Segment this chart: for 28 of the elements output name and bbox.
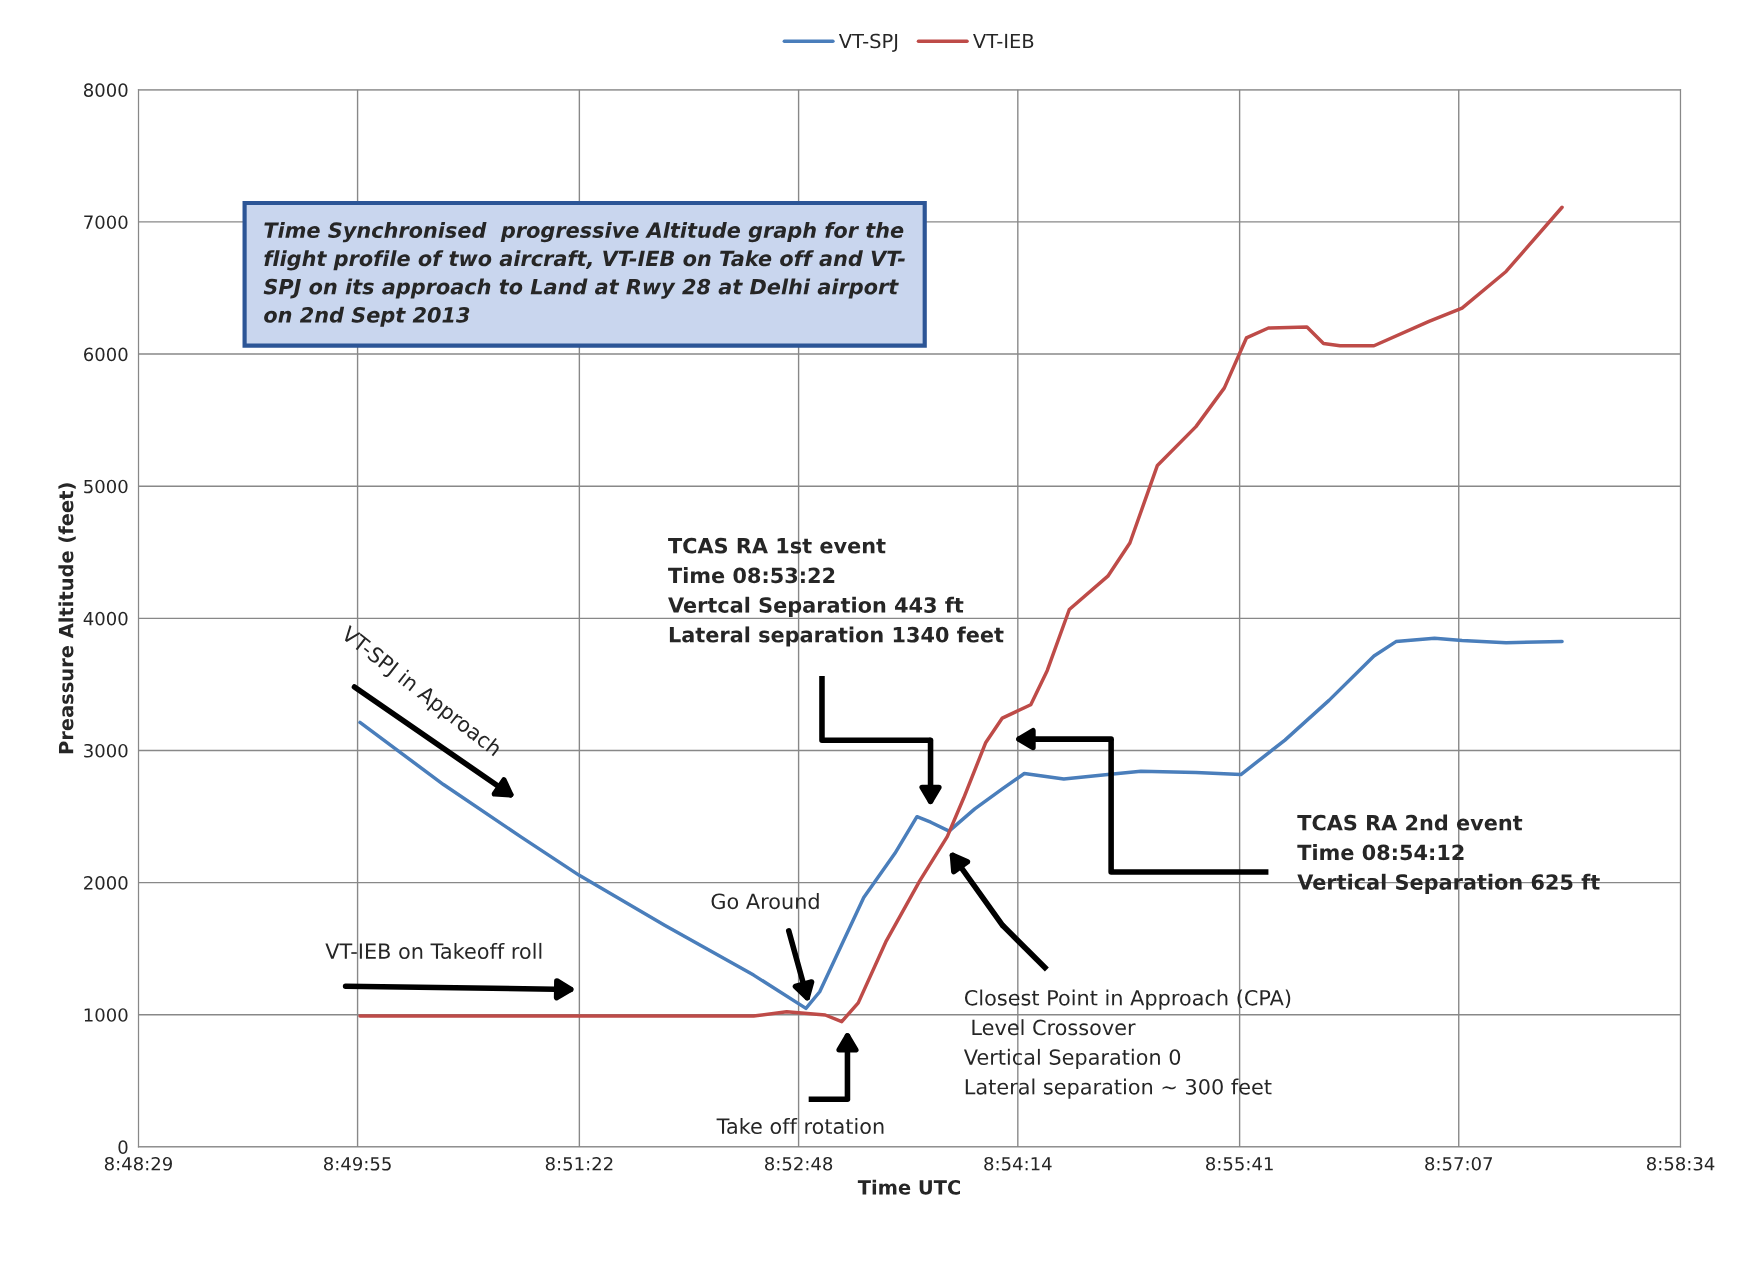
x-tick-label: 8:58:34 <box>1646 1156 1715 1171</box>
y-tick-label: 7000 <box>84 215 128 230</box>
x-tick-label: 8:49:55 <box>324 1156 391 1171</box>
y-tick-label: 6000 <box>84 347 128 362</box>
x-tick-label: 8:48:29 <box>104 1156 172 1171</box>
annotation: Go Around <box>711 893 819 910</box>
annotation: Take off rotation <box>716 1117 884 1135</box>
legend-label: VT-IEB <box>973 33 1034 49</box>
x-tick-label: 8:54:14 <box>984 1156 1052 1171</box>
annotation: TCAS RA 2nd event Time 08:54:12 Vertical Separation 625 ft <box>1297 814 1600 894</box>
y-tick-label: 2000 <box>84 876 128 890</box>
x-tick-label: 8:57:07 <box>1425 1156 1493 1171</box>
y-axis-title: Preassure Altitude (feet) <box>58 483 76 754</box>
x-tick-label: 8:55:41 <box>1206 1156 1273 1171</box>
y-tick-label: 0 <box>118 1140 128 1154</box>
text: Time Synchronised progressive Altitude graph for the flight profile of two aircraft, VT-IEB on Take off and VT- SPJ on its approach to Land at Rwy 28 at Delhi airport on 2nd Sept 2013 <box>263 221 905 327</box>
y-tick-label: 1000 <box>84 1008 128 1022</box>
y-tick-label: 3000 <box>84 743 128 758</box>
y-tick-label: 4000 <box>83 611 128 626</box>
y-tick-label: 8000 <box>83 83 128 97</box>
annotation: TCAS RA 1st event Time 08:53:22 Vertcal Separation 443 ft Lateral separation 1340 feet <box>668 537 1004 647</box>
annotation: Closest Point in Approach (CPA) Level Crossover Vertical Separation 0 Lateral separation ~ 300 feet <box>963 989 1291 1099</box>
x-tick-label: 8:51:22 <box>545 1156 613 1171</box>
annotation: VT-IEB on Takeoff roll <box>325 942 542 960</box>
x-axis-title: Time UTC <box>857 1179 960 1195</box>
x-tick-label: 8:52:48 <box>765 1156 833 1171</box>
legend-label: VT-SPJ <box>838 33 898 52</box>
y-tick-label: 5000 <box>84 479 128 494</box>
